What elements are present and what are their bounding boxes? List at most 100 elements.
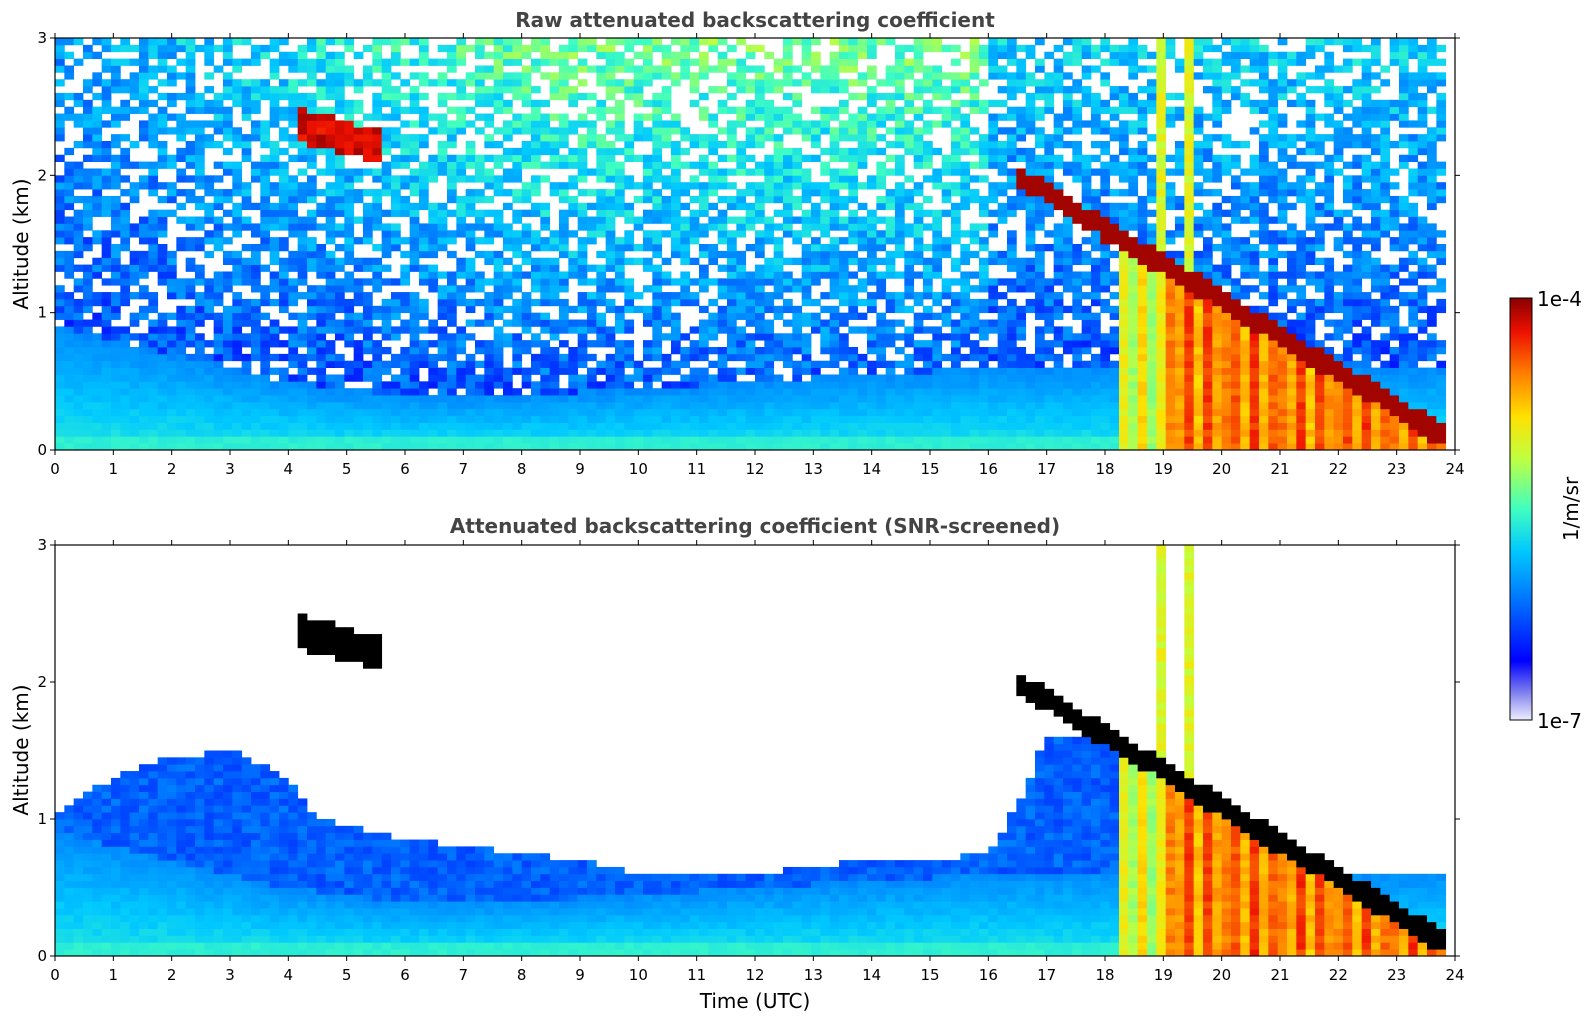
- heatmap-cell: [335, 415, 345, 423]
- heatmap-cell: [288, 401, 299, 410]
- heatmap-cell: [577, 79, 588, 87]
- heatmap-cell: [839, 99, 849, 108]
- heatmap-cell: [447, 292, 457, 300]
- heatmap-cell: [596, 298, 607, 307]
- heatmap-cell: [139, 127, 149, 135]
- heatmap-cell: [260, 51, 271, 59]
- heatmap-cell: [792, 347, 803, 355]
- heatmap-cell: [456, 381, 467, 389]
- heatmap-cell: [307, 333, 317, 341]
- heatmap-cell: [269, 86, 280, 94]
- heatmap-cell: [241, 189, 252, 197]
- heatmap-cell: [745, 168, 756, 176]
- heatmap-cell: [101, 408, 112, 417]
- heatmap-cell: [895, 127, 905, 135]
- heatmap-cell: [391, 72, 401, 80]
- heatmap-cell: [801, 51, 812, 59]
- heatmap-cell: [1063, 340, 1073, 348]
- heatmap-cell: [559, 120, 569, 128]
- heatmap-cell: [1025, 127, 1036, 135]
- heatmap-cell: [344, 195, 355, 204]
- heatmap-cell: [755, 72, 765, 80]
- heatmap-cell: [717, 292, 728, 300]
- heatmap-cell: [307, 257, 317, 265]
- heatmap-cell: [223, 72, 233, 80]
- heatmap-cell: [951, 381, 961, 389]
- heatmap-cell: [335, 175, 345, 183]
- heatmap-cell: [279, 79, 289, 87]
- heatmap-cell: [307, 127, 317, 135]
- heatmap-cell: [1025, 209, 1036, 217]
- heatmap-cell: [1016, 58, 1027, 66]
- heatmap-cell: [139, 395, 149, 403]
- heatmap-cell: [512, 429, 523, 437]
- heatmap-cell: [120, 292, 131, 300]
- heatmap-cell: [960, 86, 971, 94]
- heatmap-cell: [932, 408, 943, 417]
- heatmap-cell: [363, 189, 373, 197]
- heatmap-cell: [717, 408, 728, 417]
- heatmap-cell: [297, 271, 308, 279]
- heatmap-cell: [372, 223, 383, 231]
- heatmap-cell: [288, 120, 299, 128]
- heatmap-cell: [260, 422, 271, 430]
- heatmap-cell: [661, 134, 672, 142]
- heatmap-cell: [736, 264, 747, 272]
- heatmap-cell: [232, 38, 243, 46]
- heatmap-cell: [353, 216, 364, 224]
- heatmap-cell: [325, 285, 336, 293]
- heatmap-cell: [783, 285, 793, 293]
- heatmap-cell: [120, 264, 131, 272]
- heatmap-cell: [904, 195, 915, 204]
- heatmap-cell: [811, 381, 821, 389]
- heatmap-cell: [185, 292, 196, 300]
- heatmap-cell: [997, 44, 1008, 53]
- heatmap-cell: [577, 168, 588, 176]
- heatmap-cell: [932, 216, 943, 224]
- heatmap-cell: [801, 333, 812, 341]
- heatmap-cell: [1063, 326, 1073, 334]
- heatmap-cell: [988, 395, 999, 403]
- heatmap-cell: [241, 333, 252, 341]
- heatmap-cell: [92, 298, 103, 307]
- heatmap-cell: [307, 292, 317, 300]
- heatmap-cell: [923, 292, 933, 300]
- heatmap-cell: [195, 312, 205, 320]
- heatmap-cell: [297, 388, 308, 396]
- heatmap-cell: [223, 38, 233, 46]
- heatmap-cell: [615, 360, 625, 368]
- heatmap-cell: [568, 51, 579, 59]
- heatmap-cell: [391, 415, 401, 423]
- heatmap-cell: [615, 161, 625, 169]
- heatmap-cell: [363, 230, 373, 238]
- heatmap-cell: [120, 154, 131, 162]
- heatmap-cell: [1007, 154, 1017, 162]
- heatmap-cell: [232, 422, 243, 430]
- heatmap-cell: [447, 175, 457, 183]
- heatmap-cell: [755, 92, 765, 101]
- heatmap-cell: [587, 422, 597, 430]
- heatmap-cell: [624, 443, 635, 450]
- heatmap-cell: [755, 278, 765, 286]
- heatmap-cell: [913, 189, 924, 197]
- heatmap-cell: [279, 113, 289, 121]
- heatmap-cell: [1016, 134, 1027, 142]
- heatmap-cell: [829, 264, 840, 272]
- heatmap-cell: [979, 408, 989, 417]
- heatmap-cell: [279, 395, 289, 403]
- heatmap-cell: [969, 347, 980, 355]
- heatmap-cell: [64, 113, 75, 121]
- heatmap-cell: [475, 51, 485, 59]
- heatmap-cell: [932, 72, 943, 80]
- heatmap-cell: [755, 237, 765, 245]
- heatmap-cell: [185, 305, 196, 314]
- heatmap-cell: [484, 298, 495, 307]
- heatmap-cell: [895, 347, 905, 355]
- heatmap-cell: [344, 360, 355, 368]
- heatmap-cell: [391, 305, 401, 314]
- heatmap-cell: [876, 333, 887, 341]
- heatmap-cell: [829, 374, 840, 382]
- heatmap-cell: [1063, 113, 1073, 121]
- heatmap-cell: [344, 422, 355, 430]
- heatmap-cell: [829, 326, 840, 334]
